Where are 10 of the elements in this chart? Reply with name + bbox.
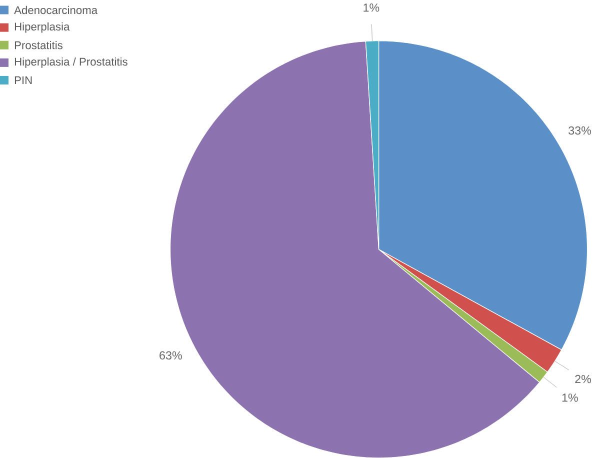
- legend-label: Hiperplasia: [14, 22, 70, 33]
- legend-label: Hiperplasia / Prostatitis: [14, 57, 128, 68]
- data-label: 1%: [562, 393, 578, 402]
- data-label: 33%: [568, 126, 592, 135]
- data-label: 63%: [160, 351, 182, 360]
- data-label: 1%: [364, 3, 380, 12]
- legend-label: Prostatitis: [14, 40, 62, 50]
- legend-label: PIN: [14, 76, 32, 84]
- data-label: 2%: [575, 374, 592, 383]
- legend-label: Adenocarcinoma: [14, 6, 98, 14]
